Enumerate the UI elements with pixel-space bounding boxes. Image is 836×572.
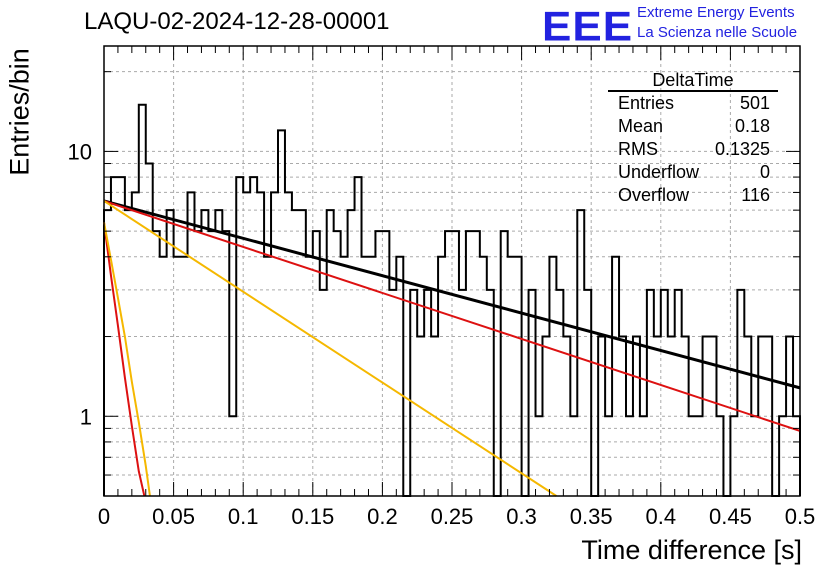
- stats-label: RMS: [618, 139, 658, 159]
- x-tick-label: 0.35: [570, 504, 613, 529]
- stats-label: Overflow: [618, 185, 690, 205]
- stats-value: 0.1325: [714, 139, 770, 159]
- stats-row: Overflow 116: [608, 184, 778, 207]
- y-axis-label: Entries/bin: [4, 48, 35, 176]
- x-tick-label: 0.3: [506, 504, 537, 529]
- x-tick-label: 0.2: [367, 504, 398, 529]
- stats-value: 116: [741, 185, 770, 205]
- logo-line-2: La Scienza nelle Scuole: [637, 24, 798, 41]
- x-tick-label: 0: [98, 504, 110, 529]
- fit-curve: [103, 200, 557, 497]
- x-tick-label: 0.45: [709, 504, 752, 529]
- stats-value: 0.18: [734, 116, 770, 136]
- x-tick-label: 0.5: [785, 504, 816, 529]
- stats-box: DeltaTime Entries 501 Mean 0.18 RMS 0.1325 …: [608, 70, 778, 207]
- fit-curve: [103, 222, 146, 497]
- stats-label: Entries: [618, 93, 675, 113]
- stats-row: Underflow 0: [608, 161, 778, 184]
- fit-curve: [103, 199, 801, 390]
- stats-label: Underflow: [618, 162, 700, 182]
- x-tick-label: 0.15: [291, 504, 334, 529]
- logo-line-1: Extreme Energy Events: [637, 4, 795, 21]
- eee-logo: EEE: [542, 3, 634, 50]
- y-tick-label: 10: [68, 139, 92, 164]
- stats-title: DeltaTime: [608, 70, 778, 92]
- stats-label: Mean: [618, 116, 664, 136]
- stats-value: 0: [759, 162, 770, 182]
- x-tick-label: 0.05: [152, 504, 195, 529]
- stats-value: 501: [739, 93, 770, 113]
- chart-title: LAQU-02-2024-12-28-00001: [84, 8, 390, 35]
- histogram-steps: [103, 103, 801, 497]
- x-tick-label: 0.4: [646, 504, 677, 529]
- x-axis-label: Time difference [s]: [581, 535, 802, 565]
- fit-curve: [103, 200, 801, 432]
- stats-row: RMS 0.1325: [608, 138, 778, 161]
- x-tick-label: 0.25: [431, 504, 474, 529]
- stats-row: Mean 0.18: [608, 115, 778, 138]
- x-tick-label: 0.1: [228, 504, 259, 529]
- y-tick-label: 1: [80, 404, 92, 429]
- stats-row: Entries 501: [608, 92, 778, 115]
- fit-curve: [103, 222, 151, 497]
